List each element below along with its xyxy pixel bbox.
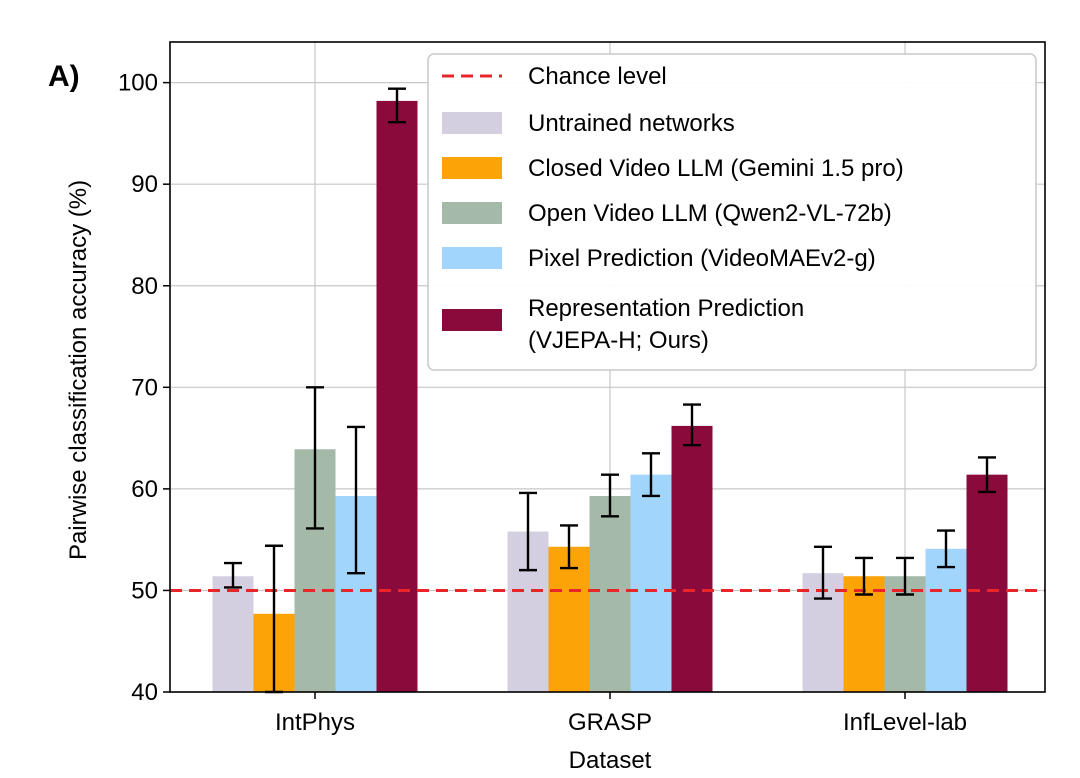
- y-tick-label: 50: [131, 577, 158, 604]
- x-tick-label: IntPhys: [275, 709, 355, 736]
- y-tick-label: 70: [131, 374, 158, 401]
- x-tick-label: GRASP: [568, 709, 652, 736]
- bar: [548, 546, 590, 692]
- legend-box: [427, 53, 1037, 371]
- y-axis-ticks: 40 50 60 70 80 90 100: [118, 70, 170, 706]
- legend-item: Untrained networks: [442, 110, 735, 137]
- legend-swatch: [442, 247, 502, 269]
- bar: [212, 576, 254, 692]
- y-tick-label: 80: [131, 273, 158, 300]
- bar: [671, 425, 713, 692]
- legend-label: Pixel Prediction (VideoMAEv2-g): [528, 245, 876, 272]
- legend-swatch: [442, 202, 502, 224]
- plot-frame: [169, 41, 1046, 693]
- y-axis-title: Pairwise classification accuracy (%): [65, 180, 92, 560]
- y-tick-label: 60: [131, 476, 158, 503]
- legend-label: Untrained networks: [528, 110, 735, 137]
- legend-swatch: [442, 157, 502, 179]
- y-tick-label: 100: [118, 70, 158, 97]
- legend-label: Open Video LLM (Qwen2-VL-72b): [528, 200, 892, 227]
- bars: [212, 100, 1008, 692]
- bar: [966, 474, 1008, 692]
- x-tick-label: InfLevel-lab: [843, 709, 967, 736]
- legend-label: Chance level: [528, 63, 667, 90]
- legend-item: Pixel Prediction (VideoMAEv2-g): [442, 245, 876, 272]
- legend-swatch: [442, 309, 502, 331]
- bar: [376, 100, 418, 692]
- panel-label: A): [48, 60, 80, 93]
- legend-swatch: [442, 112, 502, 134]
- x-axis-title: Dataset: [569, 747, 652, 774]
- y-tick-label: 90: [131, 171, 158, 198]
- legend-label: Closed Video LLM (Gemini 1.5 pro): [528, 155, 904, 182]
- legend-item: Representation Prediction (VJEPA-H; Ours): [442, 295, 804, 354]
- legend-label-line2: (VJEPA-H; Ours): [528, 327, 709, 354]
- legend-item: Open Video LLM (Qwen2-VL-72b): [442, 200, 892, 227]
- error-bars: [224, 87, 996, 694]
- bar: [589, 495, 631, 692]
- bar: [925, 548, 967, 692]
- bar: [630, 474, 672, 692]
- legend: Chance level Untrained networks Closed Vid…: [427, 53, 1037, 371]
- x-axis-ticks: IntPhys GRASP InfLevel-lab: [275, 692, 967, 736]
- y-tick-label: 40: [131, 679, 158, 706]
- legend-item: Closed Video LLM (Gemini 1.5 pro): [442, 155, 904, 182]
- legend-item: Chance level: [442, 63, 667, 90]
- legend-label: Representation Prediction: [528, 295, 804, 322]
